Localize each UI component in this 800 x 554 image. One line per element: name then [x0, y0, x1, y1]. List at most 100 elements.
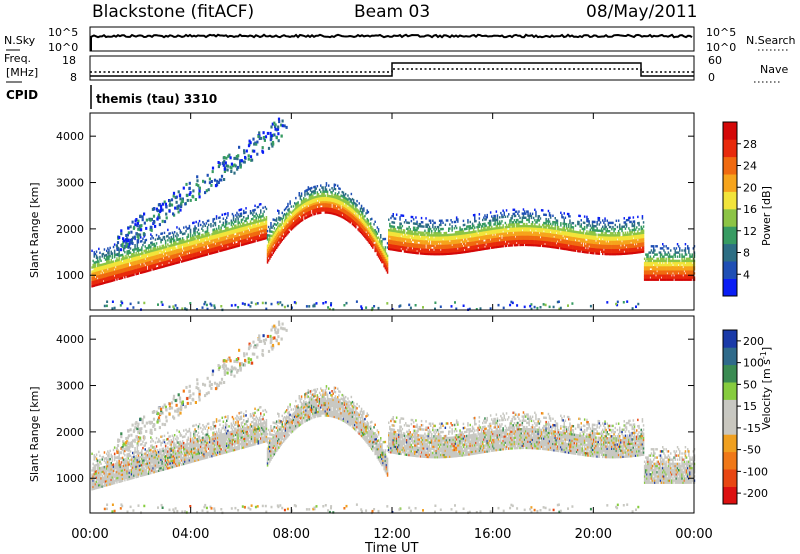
power-cell — [154, 246, 157, 250]
power-cell — [426, 244, 428, 247]
power-cell — [444, 242, 447, 245]
power-cell — [150, 233, 152, 236]
nsky-trace — [90, 33, 693, 51]
power-cell — [563, 212, 565, 215]
power-cell — [168, 249, 170, 252]
power-cell — [486, 238, 488, 242]
power-cell — [123, 259, 125, 262]
power-cell — [155, 252, 158, 255]
power-cell — [270, 238, 272, 242]
power-cell — [531, 229, 534, 232]
power-cell — [455, 216, 458, 219]
power-cell — [535, 225, 537, 228]
power-cell — [297, 207, 299, 210]
power-cell — [193, 231, 195, 235]
power-cell — [91, 276, 93, 280]
power-cell — [398, 228, 400, 231]
power-cell — [119, 275, 122, 278]
power-cell — [140, 269, 142, 272]
power-cell — [147, 256, 150, 260]
power-cell — [169, 251, 171, 254]
power-cell — [495, 245, 498, 249]
power-cell — [205, 251, 208, 254]
power-cell — [266, 248, 269, 252]
power-cell — [355, 215, 357, 218]
power-cell — [449, 248, 451, 251]
power-cell — [329, 188, 331, 192]
power-cell — [306, 201, 308, 204]
power-cell — [520, 235, 522, 238]
power-cell — [390, 239, 392, 243]
power-cell — [286, 214, 288, 217]
power-cell — [252, 217, 254, 221]
power-cell — [305, 206, 307, 209]
power-cell — [418, 243, 421, 247]
power-cell — [368, 222, 371, 226]
power-cell — [403, 246, 406, 249]
power-cell — [530, 241, 533, 245]
power-cell — [286, 212, 288, 215]
power-cell — [117, 271, 119, 274]
power-cell — [211, 251, 213, 255]
power-cell — [393, 240, 396, 243]
power-cell — [150, 266, 152, 270]
power-cell — [247, 237, 249, 241]
power-cell — [566, 248, 569, 251]
power-cell — [497, 239, 500, 242]
power-cell — [264, 218, 266, 221]
power-cell — [501, 228, 503, 231]
power-cell — [277, 240, 279, 244]
power-cell — [124, 271, 126, 275]
power-cell — [141, 260, 143, 264]
power-cell — [117, 263, 119, 266]
power-cell — [485, 245, 487, 248]
power-cell — [414, 222, 416, 225]
power-cell — [228, 236, 230, 240]
power-cell — [471, 247, 474, 250]
power-cell — [241, 226, 244, 230]
power-cell — [171, 244, 174, 247]
power-cell — [546, 245, 548, 248]
power-cell — [445, 238, 448, 241]
power-cell — [341, 190, 343, 194]
power-cell — [491, 236, 493, 239]
power-cell — [414, 249, 416, 252]
power-cell — [128, 256, 131, 259]
power-cell — [318, 203, 321, 206]
power-cell — [160, 257, 162, 261]
power-cell — [521, 218, 524, 222]
power-cell — [334, 213, 337, 216]
power-cell — [104, 275, 107, 278]
power-cell — [188, 241, 191, 244]
power-cell — [378, 257, 381, 260]
power-cell — [238, 236, 240, 239]
power-cell — [337, 184, 339, 187]
power-cell — [485, 224, 487, 227]
power-cell — [531, 235, 534, 238]
power-cell — [156, 256, 159, 259]
power-cell — [534, 244, 536, 247]
power-cell — [529, 212, 531, 215]
power-cell — [435, 250, 437, 254]
power-cell — [137, 238, 140, 242]
power-cell — [150, 258, 152, 261]
power-cell — [273, 250, 276, 253]
power-cell — [562, 232, 564, 236]
power-cell — [414, 251, 416, 254]
power-cell — [332, 189, 334, 192]
power-cell — [132, 248, 134, 252]
power-cell — [363, 209, 365, 212]
power-cell — [368, 241, 371, 244]
power-cell — [440, 236, 442, 239]
power-cell — [452, 239, 454, 243]
power-cell — [167, 257, 169, 261]
power-cell — [557, 240, 560, 243]
power-cell — [168, 236, 170, 240]
power-cell — [505, 238, 508, 241]
power-cell — [483, 237, 485, 240]
power-cell — [274, 229, 277, 232]
power-cell — [273, 245, 276, 249]
power-cell — [220, 245, 222, 248]
power-cell — [560, 247, 562, 250]
power-cell — [300, 204, 303, 208]
